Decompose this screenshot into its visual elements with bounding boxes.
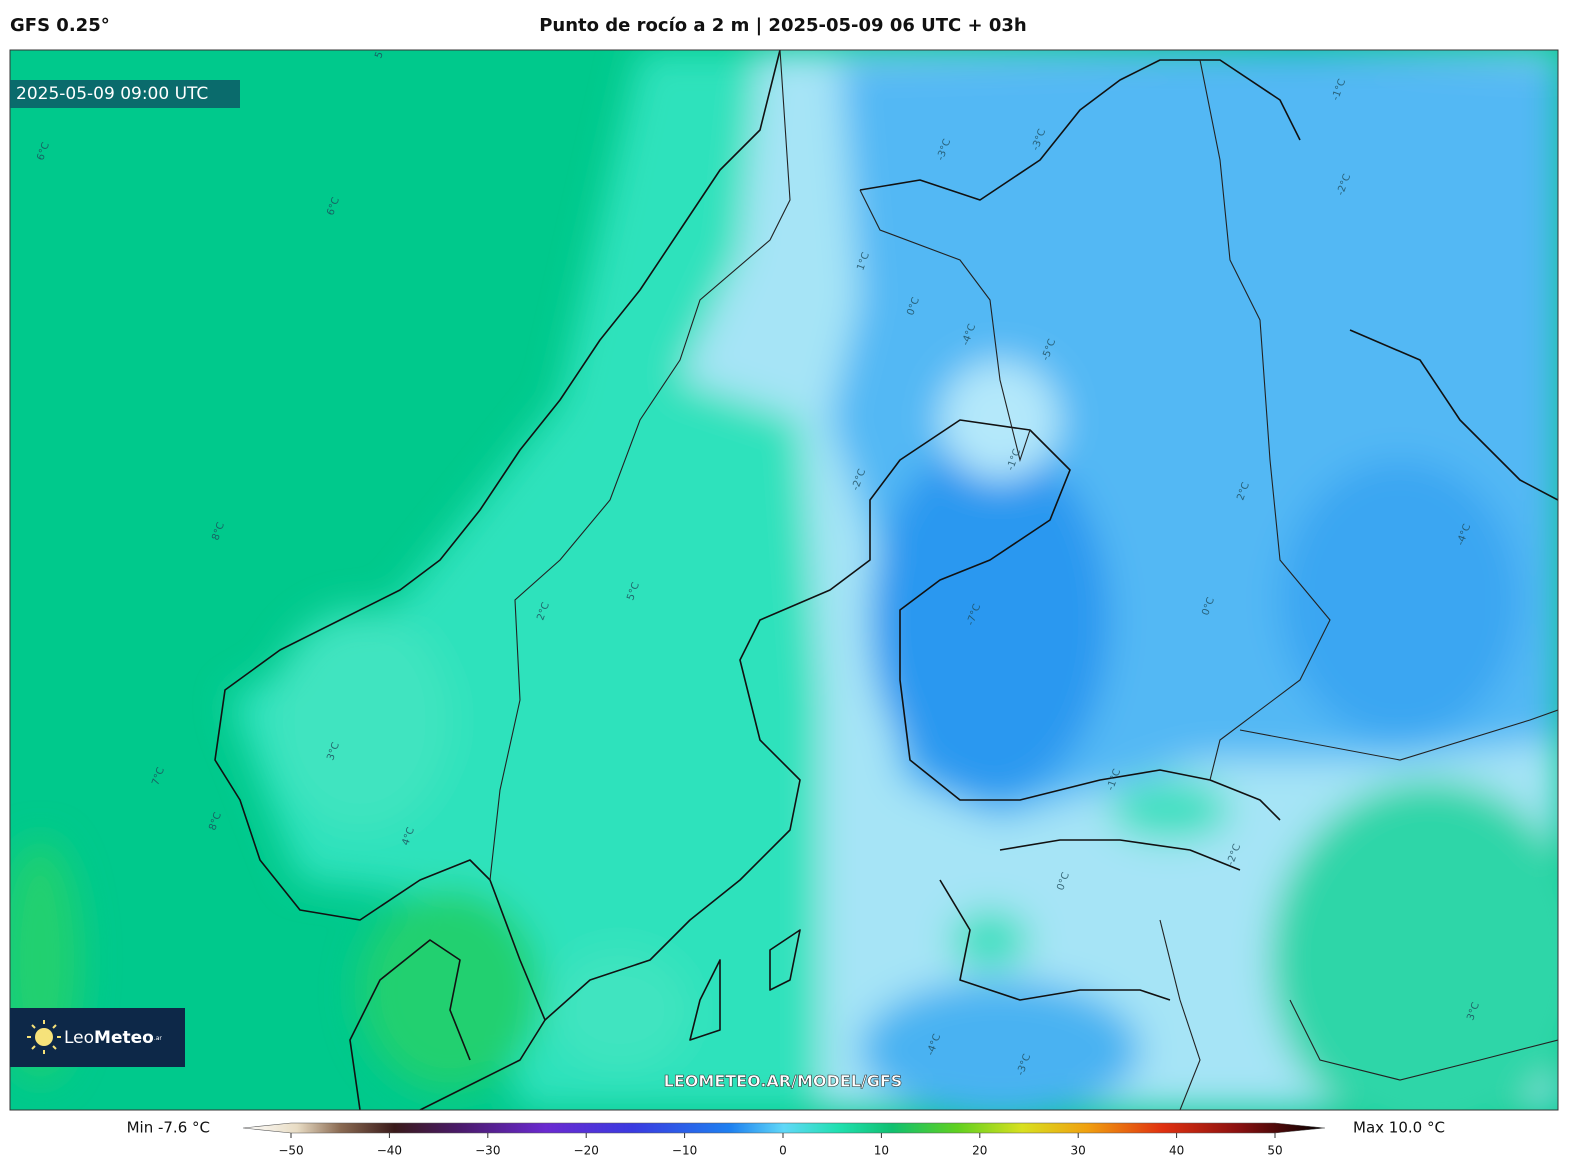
colorbar-tick-label: −30 [475, 1144, 500, 1158]
max-label: Max 10.0 °C [1353, 1119, 1445, 1137]
logo-sun [27, 1020, 61, 1054]
contour-label: 5°C [373, 39, 390, 60]
colorbar-tick-label: 30 [1071, 1144, 1086, 1158]
colorbar-tick-label: 40 [1169, 1144, 1184, 1158]
coastlines [214, 50, 1558, 1110]
map: 5°C6°C6°C8°C7°C8°C3°C2°C4°C5°C1°C0°C-1°C… [10, 39, 1558, 1110]
colorbar-tick-label: −40 [377, 1144, 402, 1158]
timestamp-box [10, 80, 240, 108]
map-frame [9, 49, 1559, 1111]
colorbar-tick-label: 50 [1267, 1144, 1282, 1158]
colorbar-tick-label: −20 [574, 1144, 599, 1158]
colorbar-tick-label: −10 [672, 1144, 697, 1158]
watermark: LEOMETEO.AR/MODEL/GFS [664, 1072, 903, 1091]
colorbar-tick-label: 0 [779, 1144, 787, 1158]
logo-text: LeoMeteo.ar [64, 1028, 162, 1048]
colorbar: −50 −40 −30 −20 −10 0 10 20 30 40 50 [242, 1122, 1326, 1158]
field [10, 50, 1558, 1110]
logo-light: Leo [64, 1028, 94, 1048]
map-title: Punto de rocío a 2 m | 2025-05-09 06 UTC… [539, 15, 1027, 36]
colorbar-tick-label: −50 [278, 1144, 303, 1158]
timestamp: 2025-05-09 09:00 UTC [16, 84, 208, 104]
borders [489, 50, 1558, 1110]
colorbar-tick-label: 10 [874, 1144, 889, 1158]
logo-bold: Meteo [94, 1028, 154, 1048]
colorbar-ramp [242, 1122, 1326, 1134]
model-name: GFS 0.25° [10, 15, 110, 36]
colorbar-tick-label: 20 [972, 1144, 987, 1158]
logo-suffix: .ar [154, 1035, 163, 1042]
min-label: Min -7.6 °C [127, 1119, 210, 1137]
